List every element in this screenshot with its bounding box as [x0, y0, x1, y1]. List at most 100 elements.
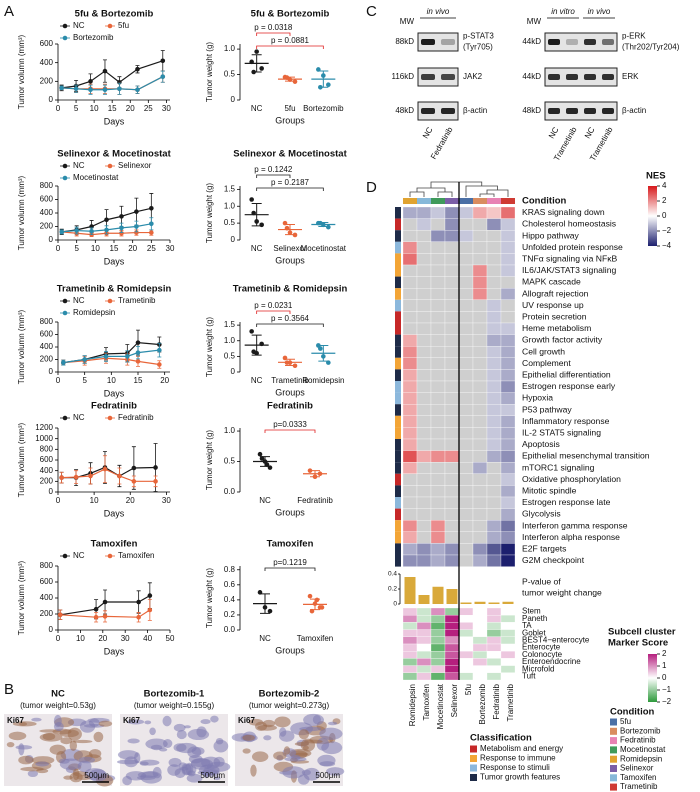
- tissue: [191, 747, 205, 756]
- heatmap-cell: [416, 543, 432, 556]
- lane-label: NC: [421, 125, 435, 140]
- legend-swatch: [470, 764, 477, 772]
- heatmap-cell: [500, 485, 516, 498]
- pathway-label: Oxidative phosphorylation: [522, 474, 621, 484]
- heatmap-cell: [500, 206, 516, 219]
- tissue: [122, 775, 132, 786]
- sd-bar: [285, 223, 295, 236]
- heatmap-cell: [500, 520, 516, 532]
- dendrogram: [430, 181, 483, 188]
- marker-cell: [444, 622, 460, 630]
- tissue: [213, 776, 221, 781]
- mw-title: MW: [400, 17, 415, 26]
- heatmap-cell: [500, 357, 516, 370]
- heatmap-cell: [486, 311, 502, 324]
- heatmap-cell: [458, 346, 474, 358]
- x-axis-label: Days: [104, 116, 125, 126]
- marker-cell: [416, 615, 432, 623]
- tissue: [53, 722, 64, 732]
- dendrogram: [409, 191, 425, 197]
- tissue: [18, 743, 25, 756]
- protein-label: β-actin: [622, 106, 646, 115]
- y-tick-label: 0.0: [224, 625, 236, 634]
- legend-label: Fedratinib: [118, 413, 154, 422]
- data-point: [149, 205, 154, 211]
- band: [584, 74, 596, 80]
- heatmap-cell: [472, 334, 488, 347]
- sd-bar: [285, 358, 295, 366]
- protein-label: p-STAT3: [463, 32, 494, 41]
- data-point: [147, 607, 153, 613]
- heatmap-cell: [444, 264, 460, 277]
- heatmap-cell: [500, 230, 516, 242]
- legend-swatch: [470, 774, 477, 781]
- heatmap-cell: [402, 415, 418, 428]
- tissue: [197, 770, 219, 776]
- condition-label: in vitro: [551, 7, 575, 16]
- pathway-label: Heme metabolism: [522, 323, 591, 333]
- blot-frame: [544, 32, 618, 52]
- scale-label: 500μm: [200, 771, 225, 780]
- marker-cell: [402, 607, 418, 616]
- marker-cell: [444, 665, 460, 673]
- data-point: [59, 475, 64, 480]
- sd-bar: [310, 470, 320, 478]
- heatmap-cell: [500, 496, 516, 509]
- data-point: [136, 614, 141, 620]
- x-tick-label: 0: [56, 244, 61, 253]
- tissue: [263, 735, 272, 741]
- class-cell: [395, 369, 401, 381]
- y-tick-label: 0.5: [224, 351, 236, 360]
- heatmap-cell: [500, 462, 516, 474]
- tissue: [19, 722, 28, 726]
- y-tick-label: 0.5: [224, 70, 236, 79]
- marker-label: BEST4−enterocyte: [522, 636, 590, 645]
- tissue: [117, 750, 139, 760]
- tissue: [242, 734, 255, 741]
- marker-cell: [430, 615, 446, 623]
- heatmap-cell: [486, 241, 502, 254]
- y-tick-label: 0.6: [224, 580, 236, 589]
- legend-marker: [107, 163, 113, 169]
- x-tick-label: Bortezomib: [303, 104, 344, 113]
- marker-label: TA: [522, 621, 532, 630]
- heatmap-cell: [444, 218, 460, 231]
- heatmap-cell: [444, 288, 460, 300]
- heatmap-cell: [444, 299, 460, 312]
- data-point: [117, 473, 122, 479]
- tissue: [167, 764, 181, 776]
- y-tick-label: 600: [40, 330, 54, 339]
- heatmap-cell: [500, 218, 516, 231]
- heatmap-cell: [430, 392, 446, 405]
- marker-cell: [402, 629, 418, 637]
- heatmap-cell: [416, 520, 432, 532]
- y-tick-label: 0: [49, 487, 54, 496]
- heatmap-cell: [416, 438, 432, 451]
- y-tick-label: 400: [40, 593, 54, 602]
- condition-cell: [487, 198, 501, 204]
- y-tick-label: 1.0: [224, 336, 236, 345]
- heatmap-cell: [500, 253, 516, 266]
- y-tick-label: 0: [231, 95, 236, 104]
- data-point: [57, 612, 63, 618]
- class-cell: [395, 311, 401, 323]
- heatmap-cell: [444, 438, 460, 451]
- heatmap-cell: [500, 543, 516, 556]
- heatmap-cell: [472, 543, 488, 556]
- legend-swatch: [610, 737, 617, 745]
- heatmap-cell: [486, 357, 502, 370]
- column-label: Romidepsin: [408, 684, 417, 726]
- marker-cell: [430, 643, 446, 652]
- x-axis-label: Groups: [275, 255, 305, 265]
- blot-frame: [417, 67, 459, 87]
- heatmap-cell: [486, 462, 502, 474]
- heatmap-cell: [430, 346, 446, 358]
- pathway-label: Mitotic spindle: [522, 485, 577, 495]
- class-cell: [395, 427, 401, 439]
- heatmap-cell: [402, 485, 418, 498]
- marker-cell: [472, 607, 488, 616]
- data-point: [88, 473, 93, 479]
- colorbar-label: −1: [662, 685, 672, 694]
- heatmap-cell: [472, 276, 488, 289]
- heatmap-cell: [472, 415, 488, 428]
